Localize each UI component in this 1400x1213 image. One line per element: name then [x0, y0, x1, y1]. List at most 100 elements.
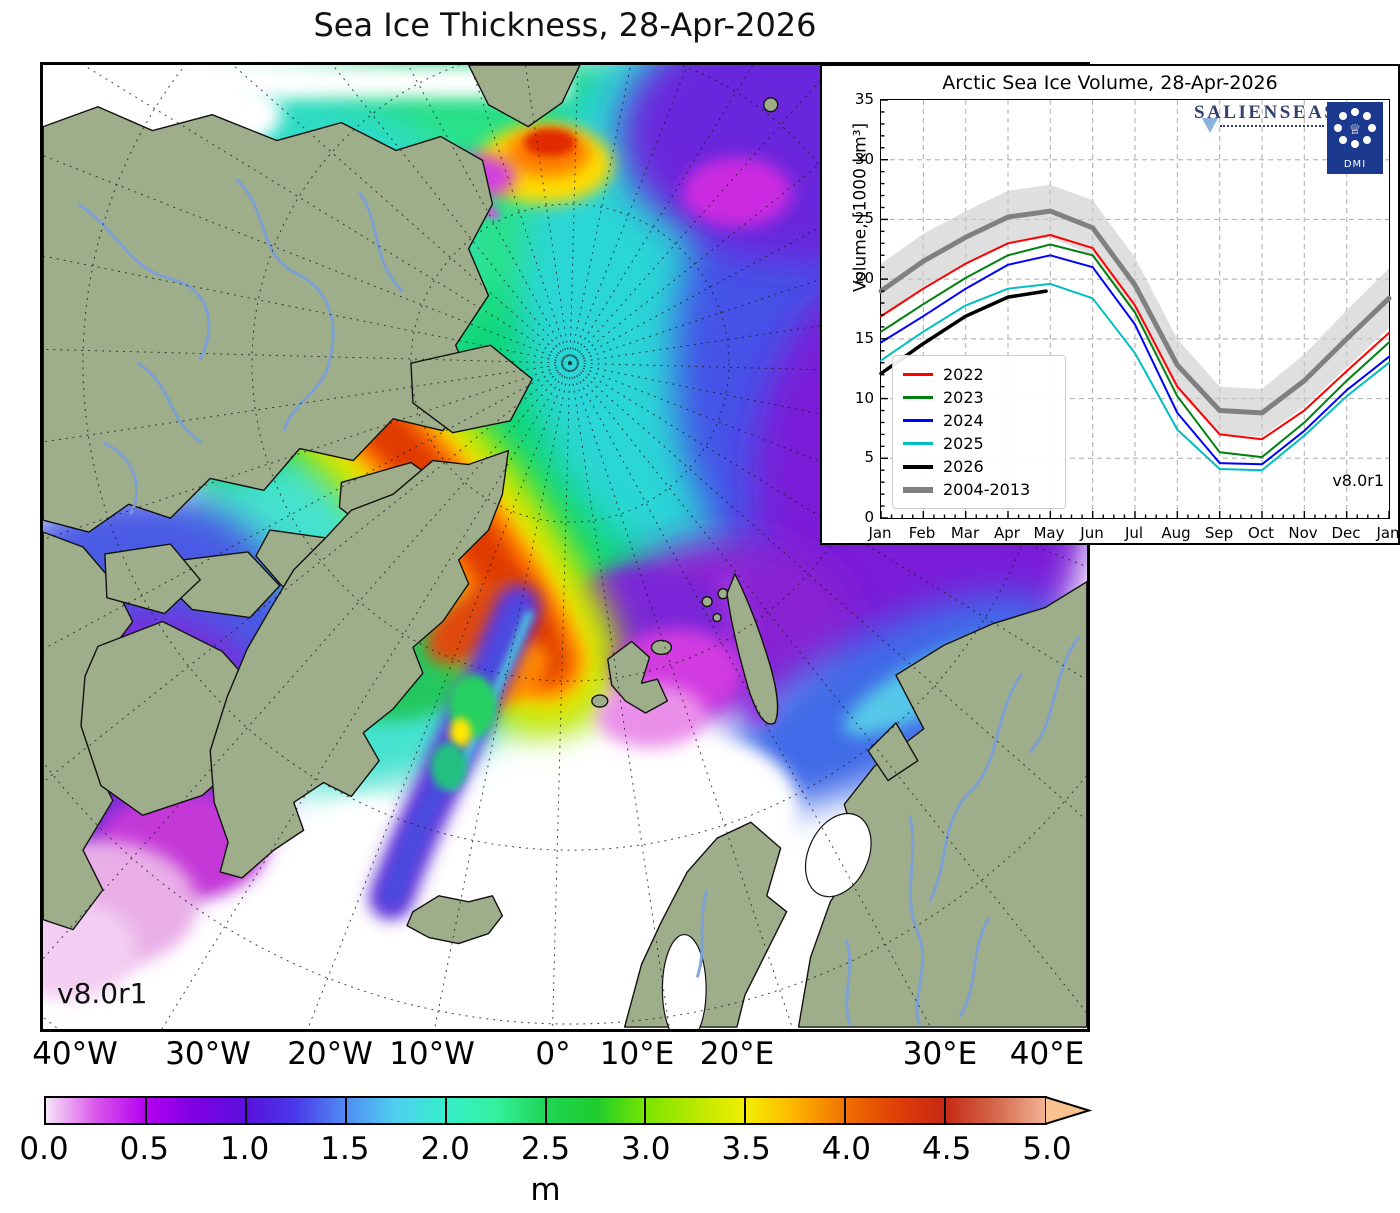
- y-tick-label: 0: [864, 508, 874, 526]
- lon-tick-label: 20°E: [699, 1036, 775, 1072]
- volume-plot-area: [878, 99, 1392, 519]
- x-tick-label: Dec: [1331, 524, 1361, 542]
- land-greenland: [209, 449, 510, 879]
- y-tick-label: 15: [854, 329, 874, 347]
- land-svalbard: [607, 640, 669, 714]
- legend-label: 2025: [943, 434, 984, 453]
- dmi-dot-icon: [1351, 140, 1359, 148]
- dmi-dot-icon: [1368, 124, 1376, 132]
- salienseas-mark-icon: [1202, 118, 1218, 133]
- legend-label: 2026: [943, 457, 984, 476]
- legend-swatch: [903, 419, 933, 422]
- legend-label: 2022: [943, 365, 984, 384]
- volume-plot-canvas: [878, 99, 1392, 519]
- cb-tick-label: 3.5: [721, 1131, 771, 1167]
- cb-tick-label: 1.5: [320, 1131, 370, 1167]
- legend-label: 2024: [943, 411, 984, 430]
- thickness-colorbar: [44, 1096, 1047, 1125]
- lon-tick-label: 40°E: [1009, 1036, 1085, 1072]
- colorbar-units-label: m: [530, 1172, 561, 1208]
- lon-tick-label: 0°: [535, 1036, 571, 1072]
- legend-swatch: [903, 396, 933, 399]
- y-tick-label: 5: [864, 448, 874, 466]
- cb-tick-label: 2.5: [520, 1131, 571, 1167]
- cb-tick-label: 4.5: [922, 1131, 972, 1167]
- dmi-dot-icon: [1339, 136, 1347, 144]
- y-tick-label: 30: [854, 150, 874, 168]
- x-tick-label: May: [1033, 524, 1065, 542]
- y-tick-label: 20: [854, 269, 874, 287]
- cb-tick-label: 4.0: [821, 1131, 872, 1167]
- colorbar-tick-labels: 0.0 0.5 1.0 1.5 2.0 2.5 3.0 3.5 4.0 4.5 …: [19, 1131, 1071, 1171]
- cb-tick-label: 2.0: [420, 1131, 470, 1167]
- x-tick-label: Nov: [1288, 524, 1318, 542]
- arctic-sea-ice-volume-chart: Arctic Sea Ice Volume, 28-Apr-2026 Volum…: [820, 64, 1400, 545]
- cb-tick-label: 5.0: [1022, 1131, 1072, 1167]
- chart-title: Arctic Sea Ice Volume, 28-Apr-2026: [942, 72, 1278, 94]
- y-tick-label: 10: [854, 389, 874, 407]
- dmi-crown-icon: ♕: [1348, 122, 1362, 138]
- cb-tick-label: 0.0: [19, 1131, 69, 1167]
- legend-item-2024: 2024: [903, 409, 1055, 432]
- y-tick-label: 35: [854, 90, 874, 108]
- land-novaya-zemlya: [726, 573, 779, 725]
- dmi-dot-icon: [1363, 112, 1371, 120]
- colorbar-overflow-arrow: [1045, 1096, 1093, 1125]
- lon-tick-label: 10°E: [599, 1036, 675, 1072]
- x-tick-label: Jan: [868, 524, 892, 542]
- legend-label: 2004-2013: [943, 480, 1031, 499]
- dmi-dot-icon: [1363, 136, 1371, 144]
- x-tick-label: Feb: [908, 524, 936, 542]
- colorbar-tick: [444, 1098, 447, 1123]
- x-tick-label: Oct: [1248, 524, 1274, 542]
- cb-tick-label: 3.0: [621, 1131, 671, 1167]
- x-tick-label: Aug: [1161, 524, 1191, 542]
- x-tick-label: Jun: [1080, 524, 1104, 542]
- colorbar-tick: [944, 1098, 947, 1123]
- x-tick-label: Jul: [1124, 524, 1144, 542]
- map-title: Sea Ice Thickness, 28-Apr-2026: [313, 6, 817, 44]
- salienseas-logo: SALIENSEAS: [1194, 102, 1336, 133]
- lon-tick-label: 20°W: [287, 1036, 373, 1072]
- sea-ice-thickness-map: v8.0r1: [40, 62, 1090, 1032]
- y-tick-label: 25: [854, 209, 874, 227]
- x-tick-label: Mar: [950, 524, 980, 542]
- land-iceland: [406, 895, 504, 945]
- colorbar-tick: [544, 1098, 547, 1123]
- dmi-dot-icon: [1339, 112, 1347, 120]
- legend-swatch: [903, 486, 933, 493]
- legend-swatch: [903, 464, 933, 469]
- chart-y-axis-label: Volume, [1000 km³]: [850, 122, 871, 292]
- colorbar-tick: [644, 1098, 647, 1123]
- cb-tick-label: 1.0: [219, 1131, 270, 1167]
- lon-tick-label: 30°E: [902, 1036, 978, 1072]
- legend-item-2025: 2025: [903, 432, 1055, 455]
- colorbar-tick: [244, 1098, 247, 1123]
- colorbar-tick: [344, 1098, 347, 1123]
- lon-tick-label: 40°W: [32, 1036, 118, 1072]
- chart-version-label: v8.0r1: [1332, 471, 1384, 490]
- colorbar-tick: [844, 1098, 847, 1123]
- colorbar-tick: [144, 1098, 147, 1123]
- land-masses: [43, 65, 1087, 1028]
- map-version-label: v8.0r1: [57, 977, 148, 1010]
- inland-seas: [661, 812, 872, 1029]
- x-tick-label: Apr: [994, 524, 1020, 542]
- salienseas-tagline: [1220, 125, 1324, 127]
- legend-item-2023: 2023: [903, 386, 1055, 409]
- cb-tick-label: 0.5: [119, 1131, 169, 1167]
- dmi-dot-icon: [1351, 108, 1359, 116]
- lon-tick-label: 10°W: [389, 1036, 475, 1072]
- legend-item-2022: 2022: [903, 363, 1055, 386]
- land-north-america: [43, 106, 494, 533]
- map-canvas: [43, 65, 1087, 1029]
- chart-legend: 2022 2023 2024 2025 2026 2004-2013: [892, 355, 1066, 509]
- legend-label: 2023: [943, 388, 984, 407]
- dmi-logo: ♕ DMI: [1327, 102, 1383, 174]
- rivers: [77, 178, 1081, 1026]
- x-tick-label: Jan: [1376, 524, 1400, 542]
- colorbar-tick: [744, 1098, 747, 1123]
- dmi-dot-icon: [1334, 124, 1342, 132]
- dmi-wordmark: DMI: [1343, 159, 1367, 170]
